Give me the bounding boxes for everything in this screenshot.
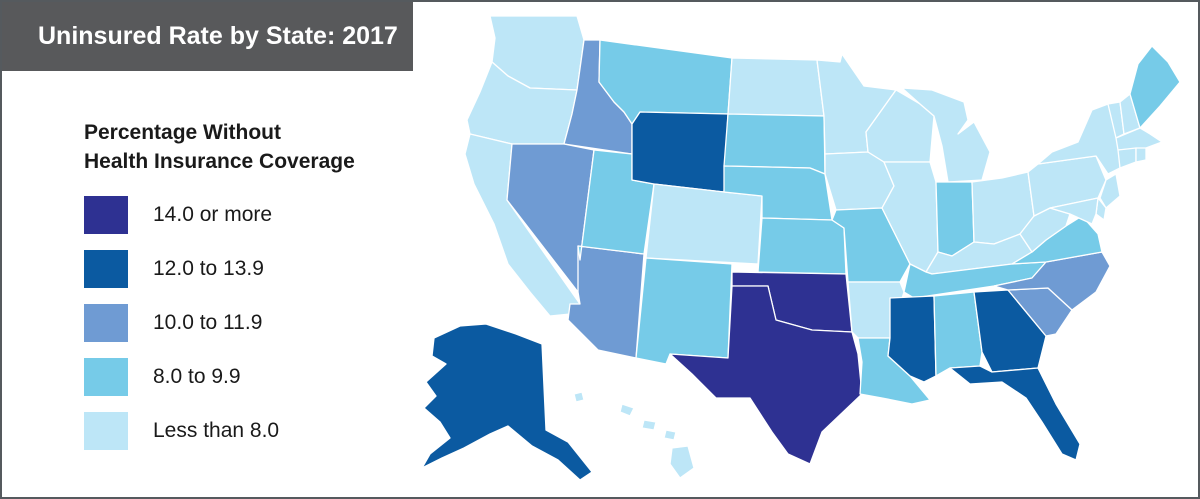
legend-label: 10.0 to 11.9: [153, 311, 263, 334]
state-arizona: [567, 245, 645, 359]
state-south-dakota: [723, 113, 826, 175]
state-north-carolina: [993, 251, 1111, 311]
legend-swatch: [84, 304, 128, 342]
legend-title-line-2: Health Insurance Coverage: [84, 150, 355, 173]
state-maryland: [1049, 197, 1099, 225]
legend: Percentage Without Health Insurance Cove…: [84, 118, 404, 466]
state-alaska: [421, 323, 593, 481]
state-colorado: [645, 183, 763, 265]
legend-title-line-1: Percentage Without: [84, 121, 281, 144]
state-florida: [949, 365, 1081, 461]
legend-items: 14.0 or more 12.0 to 13.9 10.0 to 11.9 8…: [84, 196, 404, 450]
legend-item: 8.0 to 9.9: [84, 358, 404, 396]
state-texas: [669, 285, 863, 465]
legend-swatch: [84, 358, 128, 396]
legend-swatch: [84, 196, 128, 234]
state-alabama: [933, 291, 983, 377]
legend-label: 12.0 to 13.9: [153, 257, 264, 280]
state-michigan: [901, 87, 991, 183]
state-north-dakota: [727, 57, 825, 117]
legend-title: Percentage Without Health Insurance Cove…: [84, 118, 404, 176]
legend-item: 14.0 or more: [84, 196, 404, 234]
state-rhode-island: [1135, 147, 1147, 163]
state-wisconsin: [865, 89, 935, 163]
map-title: Uninsured Rate by State: 2017: [38, 22, 398, 50]
state-wyoming: [631, 111, 729, 193]
state-maine: [1129, 45, 1181, 129]
legend-swatch: [84, 412, 128, 450]
legend-item: 12.0 to 13.9: [84, 250, 404, 288]
legend-item: 10.0 to 11.9: [84, 304, 404, 342]
legend-label: Less than 8.0: [153, 419, 280, 442]
state-kansas: [757, 217, 847, 275]
state-new-mexico: [635, 257, 733, 365]
legend-swatch: [84, 250, 128, 288]
legend-label: 14.0 or more: [153, 203, 273, 226]
state-new-jersey: [1099, 173, 1121, 209]
state-hawaii: [573, 391, 695, 479]
legend-item: Less than 8.0: [84, 412, 404, 450]
state-connecticut: [1117, 147, 1137, 169]
title-bar: Uninsured Rate by State: 2017: [2, 2, 413, 71]
legend-label: 8.0 to 9.9: [153, 365, 241, 388]
